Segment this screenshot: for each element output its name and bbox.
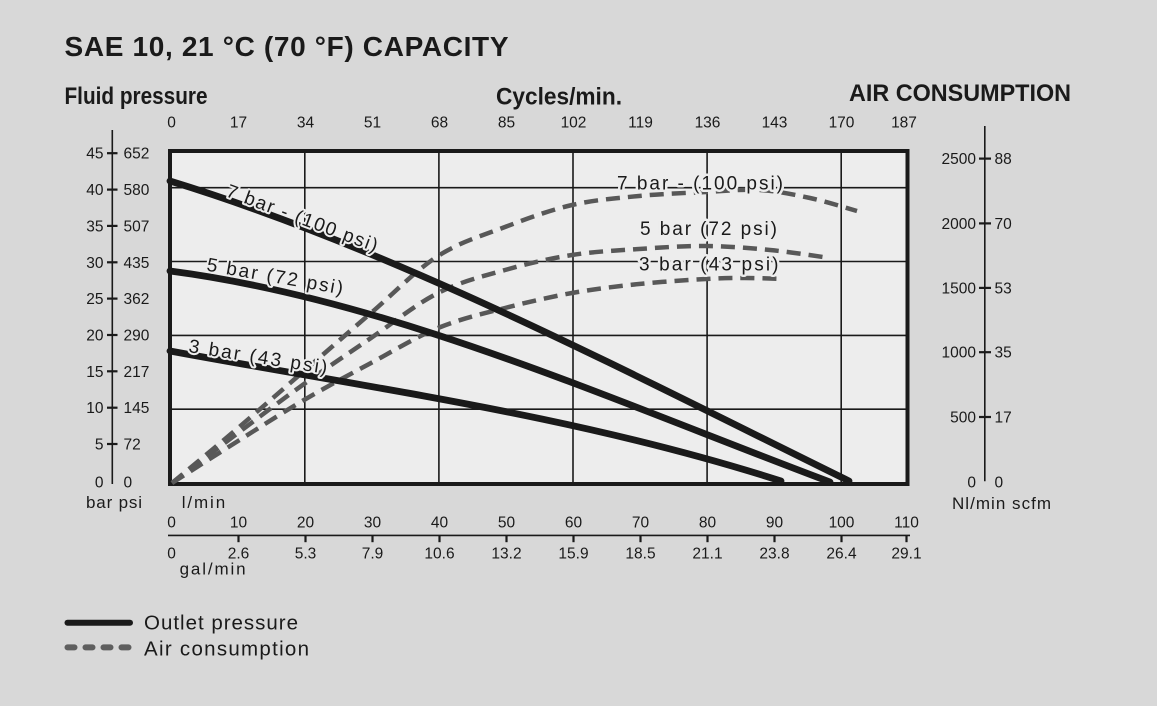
svg-text:20: 20	[86, 328, 104, 345]
svg-text:2500: 2500	[942, 151, 977, 168]
svg-text:13.2: 13.2	[491, 546, 521, 563]
svg-text:102: 102	[561, 114, 587, 131]
svg-text:110: 110	[894, 515, 919, 532]
svg-text:30: 30	[364, 515, 382, 532]
svg-text:35: 35	[995, 345, 1012, 362]
svg-text:5.3: 5.3	[295, 546, 317, 563]
svg-text:0: 0	[967, 475, 976, 492]
svg-text:90: 90	[766, 515, 784, 532]
svg-text:0: 0	[124, 475, 133, 492]
svg-text:26.4: 26.4	[826, 546, 857, 563]
svg-text:34: 34	[297, 114, 315, 131]
svg-text:143: 143	[762, 114, 788, 131]
svg-text:Air consumption: Air consumption	[144, 638, 309, 661]
svg-text:5: 5	[95, 437, 104, 454]
svg-text:217: 217	[124, 364, 150, 381]
svg-text:136: 136	[695, 114, 721, 131]
svg-text:290: 290	[124, 328, 150, 345]
svg-text:10: 10	[86, 400, 104, 417]
svg-text:10: 10	[230, 515, 248, 532]
svg-text:435: 435	[124, 255, 150, 272]
svg-text:68: 68	[431, 114, 448, 131]
svg-text:17: 17	[230, 114, 247, 131]
svg-text:0: 0	[167, 515, 176, 532]
svg-text:1500: 1500	[942, 280, 977, 297]
svg-text:70: 70	[632, 515, 650, 532]
svg-text:70: 70	[995, 216, 1013, 233]
svg-text:652: 652	[124, 146, 150, 163]
svg-text:1000: 1000	[942, 345, 977, 362]
svg-text:AIR CONSUMPTION: AIR CONSUMPTION	[849, 80, 1071, 107]
svg-text:580: 580	[124, 182, 150, 199]
svg-text:119: 119	[628, 114, 653, 131]
svg-text:500: 500	[950, 410, 976, 427]
svg-text:29.1: 29.1	[891, 546, 921, 563]
svg-text:25: 25	[86, 291, 103, 308]
svg-text:53: 53	[995, 280, 1012, 297]
svg-text:30: 30	[86, 255, 104, 272]
svg-text:15: 15	[86, 364, 103, 381]
svg-text:10.6: 10.6	[424, 546, 454, 563]
svg-text:85: 85	[498, 114, 515, 131]
svg-text:Outlet pressure: Outlet pressure	[144, 612, 298, 635]
svg-text:2000: 2000	[942, 216, 977, 233]
svg-text:80: 80	[699, 515, 717, 532]
svg-text:0: 0	[167, 114, 176, 131]
svg-text:18.5: 18.5	[625, 546, 655, 563]
svg-text:45: 45	[86, 146, 103, 163]
svg-text:72: 72	[124, 437, 141, 454]
svg-text:Nl/min scfm: Nl/min scfm	[952, 494, 1051, 513]
svg-text:17: 17	[995, 410, 1012, 427]
svg-text:100: 100	[829, 515, 855, 532]
svg-text:507: 507	[124, 218, 150, 235]
svg-text:21.1: 21.1	[692, 546, 722, 563]
svg-text:3 bar (43 psi): 3 bar (43 psi)	[639, 254, 779, 275]
svg-text:60: 60	[565, 515, 583, 532]
svg-text:51: 51	[364, 114, 381, 131]
svg-text:88: 88	[995, 151, 1012, 168]
svg-text:362: 362	[124, 291, 150, 308]
svg-text:15.9: 15.9	[558, 546, 588, 563]
svg-text:23.8: 23.8	[759, 546, 789, 563]
svg-text:170: 170	[829, 114, 855, 131]
svg-text:SAE 10, 21 °C (70 °F) CAPACITY: SAE 10, 21 °C (70 °F) CAPACITY	[65, 31, 509, 62]
svg-text:20: 20	[297, 515, 315, 532]
svg-text:187: 187	[891, 114, 917, 131]
svg-text:0: 0	[95, 475, 104, 492]
svg-text:0: 0	[167, 546, 176, 563]
svg-text:l/min: l/min	[182, 493, 226, 512]
svg-text:2.6: 2.6	[228, 546, 250, 563]
svg-text:5 bar (72 psi): 5 bar (72 psi)	[640, 219, 777, 240]
svg-text:7.9: 7.9	[362, 546, 384, 563]
svg-text:bar psi: bar psi	[86, 493, 142, 512]
svg-text:145: 145	[124, 400, 150, 417]
svg-text:Fluid pressure: Fluid pressure	[65, 83, 208, 110]
svg-text:Cycles/min.: Cycles/min.	[496, 83, 622, 110]
svg-text:40: 40	[431, 515, 449, 532]
svg-text:50: 50	[498, 515, 516, 532]
svg-text:40: 40	[86, 182, 104, 199]
svg-text:0: 0	[995, 475, 1004, 492]
svg-text:35: 35	[86, 218, 103, 235]
